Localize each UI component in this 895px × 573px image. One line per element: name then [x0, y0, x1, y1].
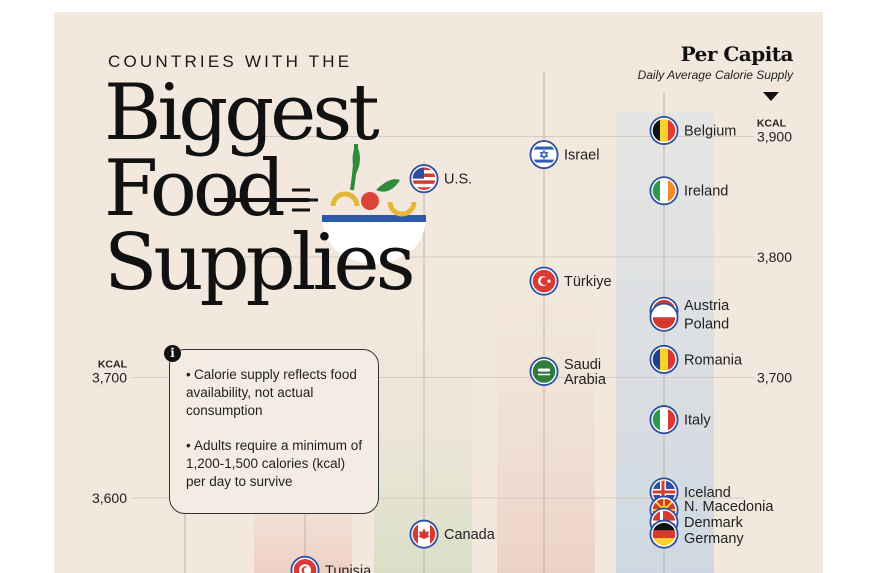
- country-label: Austria: [684, 298, 730, 314]
- data-point-u-s-: U.S.: [409, 164, 472, 194]
- data-point-t-rkiye: Türkiye: [529, 266, 612, 296]
- country-label: Italy: [684, 413, 711, 429]
- data-point-poland: Poland: [649, 302, 729, 332]
- info-note-box: • Calorie supply reflects food availabili…: [169, 349, 379, 514]
- info-icon: i: [164, 345, 181, 362]
- data-point-israel: Israel: [529, 140, 599, 170]
- romania-flag-icon: [652, 347, 676, 372]
- country-label: Saudi: [564, 357, 601, 373]
- data-point-italy: Italy: [649, 405, 711, 435]
- right-tick-label: 3,700: [757, 370, 792, 386]
- italy-flag-icon: [652, 407, 676, 432]
- country-label: Denmark: [684, 515, 744, 531]
- per-capita-title: Per Capita: [680, 42, 794, 66]
- country-label: Arabia: [564, 372, 607, 388]
- data-point-germany: Germany: [649, 519, 744, 549]
- country-label: Iceland: [684, 485, 731, 501]
- per-capita-subtitle: Daily Average Calorie Supply: [637, 68, 793, 82]
- infographic-poster: Tunisia U.S. Canada Israel Türkiye Saudi Arabi…: [54, 12, 823, 573]
- data-point-canada: Canada: [409, 519, 496, 549]
- left-tick-label: 3,700: [92, 370, 127, 386]
- right-tick-label: 3,800: [757, 249, 792, 265]
- right-unit-label: KCAL: [757, 118, 787, 130]
- down-arrow-icon: [763, 92, 779, 101]
- food-bowl-illustration: [214, 143, 426, 264]
- country-label: Ireland: [684, 184, 728, 200]
- title-line-3: Supplies: [104, 218, 416, 308]
- country-label: Poland: [684, 316, 729, 332]
- ireland-flag-icon: [652, 178, 676, 203]
- data-point-romania: Romania: [649, 344, 743, 374]
- data-point-belgium: Belgium: [649, 115, 736, 145]
- country-label: U.S.: [444, 172, 472, 188]
- country-label: Germany: [684, 531, 744, 547]
- left-unit-label: KCAL: [98, 359, 128, 371]
- title-line-1: Biggest: [104, 68, 380, 158]
- country-label: Belgium: [684, 123, 736, 139]
- data-point-tunisia: Tunisia: [290, 555, 372, 573]
- data-point-ireland: Ireland: [649, 176, 728, 206]
- title-kicker: COUNTRIES WITH THE: [108, 52, 353, 71]
- country-label: Türkiye: [564, 274, 612, 290]
- country-label: Tunisia: [325, 563, 372, 573]
- country-label: N. Macedonia: [684, 499, 774, 515]
- canada-flag-icon: [412, 522, 436, 547]
- country-label: Romania: [684, 352, 743, 368]
- poland-flag-icon: [652, 305, 676, 330]
- left-tick-label: 3,600: [92, 490, 127, 506]
- calorie-chart: Tunisia U.S. Canada Israel Türkiye SaudiArabi…: [92, 72, 792, 573]
- tunisia-flag-icon: [293, 558, 317, 573]
- country-label: Israel: [564, 148, 599, 164]
- right-tick-label: 3,900: [757, 129, 792, 145]
- note-bullet-1: • Calorie supply reflects food availabili…: [186, 367, 357, 418]
- column-band-3: [497, 212, 595, 573]
- germany-flag-icon: [652, 522, 676, 547]
- title-line-2: Food: [104, 144, 286, 234]
- note-bullet-2: • Adults require a minimum of 1,200-1,500…: [186, 438, 363, 489]
- country-label: Canada: [444, 527, 496, 543]
- belgium-flag-icon: [652, 118, 676, 143]
